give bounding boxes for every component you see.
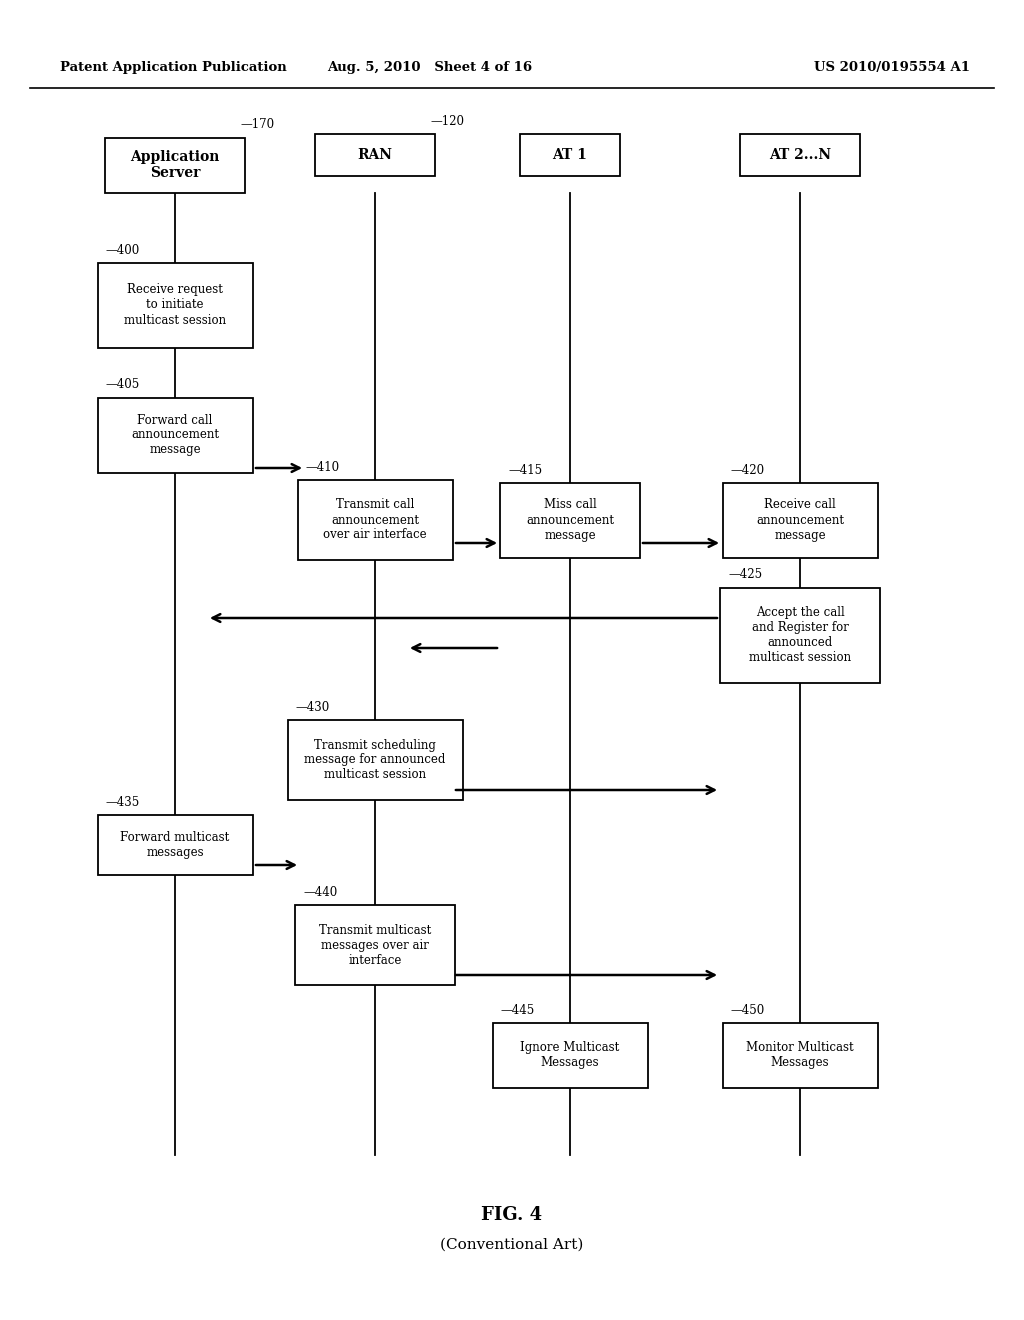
Text: —120: —120 — [430, 115, 464, 128]
Bar — [500, 483, 640, 557]
Text: Miss call
announcement
message: Miss call announcement message — [526, 499, 614, 541]
Text: —420: —420 — [730, 463, 765, 477]
Text: Receive call
announcement
message: Receive call announcement message — [756, 499, 844, 541]
Text: Patent Application Publication: Patent Application Publication — [60, 62, 287, 74]
Text: —445: —445 — [501, 1003, 535, 1016]
Text: —440: —440 — [303, 886, 337, 899]
Text: Transmit multicast
messages over air
interface: Transmit multicast messages over air int… — [318, 924, 431, 966]
Text: RAN: RAN — [357, 148, 392, 162]
Bar — [315, 135, 435, 176]
Text: Application
Server: Application Server — [130, 150, 220, 180]
Text: Forward multicast
messages: Forward multicast messages — [121, 832, 229, 859]
Text: —450: —450 — [730, 1003, 765, 1016]
Bar — [288, 719, 463, 800]
Text: AT 2...N: AT 2...N — [769, 148, 831, 162]
Bar — [295, 906, 455, 985]
Bar — [97, 397, 253, 473]
Text: Forward call
announcement
message: Forward call announcement message — [131, 413, 219, 457]
Text: AT 1: AT 1 — [553, 148, 588, 162]
Text: —400: —400 — [105, 243, 139, 256]
Bar — [493, 1023, 647, 1088]
Text: —170: —170 — [240, 119, 274, 132]
Text: —430: —430 — [296, 701, 330, 714]
Text: —405: —405 — [105, 379, 139, 392]
Text: FIG. 4: FIG. 4 — [481, 1206, 543, 1224]
Text: Monitor Multicast
Messages: Monitor Multicast Messages — [746, 1041, 854, 1069]
Bar — [740, 135, 860, 176]
Bar — [97, 263, 253, 347]
Bar — [720, 587, 880, 682]
Text: Transmit scheduling
message for announced
multicast session: Transmit scheduling message for announce… — [304, 738, 445, 781]
Bar — [723, 483, 878, 557]
Text: Transmit call
announcement
over air interface: Transmit call announcement over air inte… — [324, 499, 427, 541]
Bar — [520, 135, 620, 176]
Text: —425: —425 — [728, 569, 762, 582]
Bar — [723, 1023, 878, 1088]
Bar — [105, 137, 245, 193]
Text: US 2010/0195554 A1: US 2010/0195554 A1 — [814, 62, 970, 74]
Text: (Conventional Art): (Conventional Art) — [440, 1238, 584, 1251]
Text: Accept the call
and Register for
announced
multicast session: Accept the call and Register for announc… — [749, 606, 851, 664]
Text: —410: —410 — [305, 461, 340, 474]
Bar — [298, 480, 453, 560]
Text: Receive request
to initiate
multicast session: Receive request to initiate multicast se… — [124, 284, 226, 326]
Text: Ignore Multicast
Messages: Ignore Multicast Messages — [520, 1041, 620, 1069]
Bar — [97, 814, 253, 875]
Text: Aug. 5, 2010   Sheet 4 of 16: Aug. 5, 2010 Sheet 4 of 16 — [328, 62, 532, 74]
Text: —435: —435 — [105, 796, 139, 809]
Text: —415: —415 — [508, 463, 542, 477]
